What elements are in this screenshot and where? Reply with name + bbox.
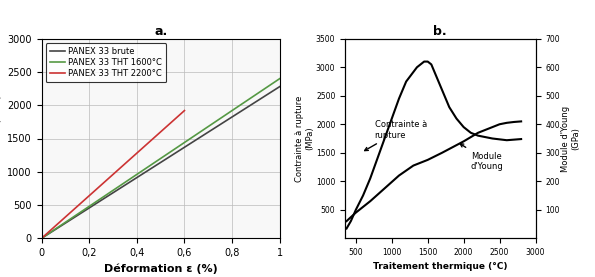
Legend: PANEX 33 brute, PANEX 33 THT 1600°C, PANEX 33 THT 2200°C: PANEX 33 brute, PANEX 33 THT 1600°C, PAN… <box>46 43 167 83</box>
PANEX 33 THT 2200°C <box>181 109 188 112</box>
Y-axis label: Contrainte à rupture
(MPa): Contrainte à rupture (MPa) <box>295 95 315 182</box>
Y-axis label: Contrainte (MPa): Contrainte (MPa) <box>0 95 2 182</box>
Title: b.: b. <box>434 25 447 38</box>
X-axis label: Déformation ε (%): Déformation ε (%) <box>104 263 218 274</box>
Line: PANEX 33 THT 2200°C: PANEX 33 THT 2200°C <box>42 111 184 238</box>
Text: Module
d'Young: Module d'Young <box>460 144 503 171</box>
Y-axis label: Module d'Young
(GPa): Module d'Young (GPa) <box>561 106 581 171</box>
Text: Contrainte à
rupture: Contrainte à rupture <box>365 120 427 151</box>
Title: a.: a. <box>154 25 167 38</box>
X-axis label: Traitement thermique (°C): Traitement thermique (°C) <box>373 263 508 271</box>
PANEX 33 THT 2200°C <box>38 237 45 240</box>
